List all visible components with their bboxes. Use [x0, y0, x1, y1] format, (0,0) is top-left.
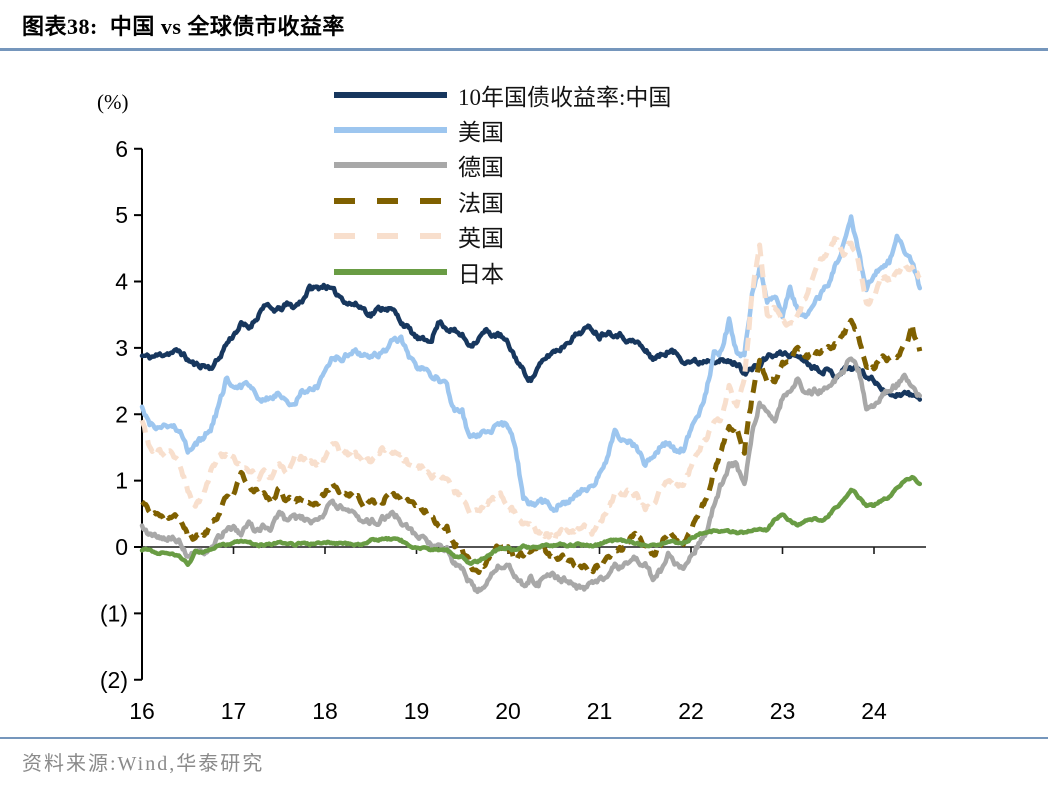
y-tick-label: 6 — [115, 136, 128, 162]
y-tick-label: (2) — [100, 667, 128, 693]
y-tick-label: 5 — [115, 202, 128, 228]
series-line-2 — [139, 214, 923, 513]
x-tick-label: 21 — [587, 698, 613, 724]
series-line-4 — [140, 317, 923, 575]
y-tick-label: 0 — [115, 534, 128, 560]
legend-item-2: 美国 — [334, 112, 671, 147]
title-rule — [0, 48, 1048, 51]
chart-legend: 10年国债收益率:中国 美国德国法国英国日本 — [334, 77, 671, 289]
legend-swatch-4 — [334, 197, 447, 204]
series-line-6 — [139, 474, 923, 568]
x-tick-label: 16 — [129, 698, 155, 724]
legend-label-2: 美国 — [458, 120, 504, 146]
x-tick-label: 19 — [404, 698, 430, 724]
y-tick-label: (1) — [100, 600, 128, 626]
y-tick-label: 4 — [115, 269, 128, 295]
legend-label-6: 日本 — [458, 261, 504, 287]
series-line-1 — [139, 282, 923, 402]
legend-item-4: 法国 — [334, 183, 671, 218]
x-tick-label: 22 — [678, 698, 704, 724]
figure-title: 图表38: 中国 vs 全球债市收益率 — [22, 14, 345, 39]
y-axis-unit-label: (%) — [97, 90, 129, 114]
legend-label-3: 德国 — [458, 155, 504, 181]
y-tick-label: 1 — [115, 468, 128, 494]
legend-swatch-2 — [334, 127, 447, 134]
legend-item-5: 英国 — [334, 219, 671, 254]
legend-swatch-3 — [334, 162, 447, 169]
legend-item-3: 德国 — [334, 148, 671, 183]
y-tick-label: 2 — [115, 401, 128, 427]
footer-rule — [0, 737, 1048, 739]
source-note: 资料来源:Wind,华泰研究 — [22, 753, 265, 775]
legend-label-5: 英国 — [458, 226, 504, 252]
x-tick-label: 23 — [770, 698, 796, 724]
legend-swatch-1 — [334, 91, 447, 98]
x-tick-label: 20 — [495, 698, 521, 724]
legend-item-6: 日本 — [334, 254, 671, 289]
legend-swatch-6 — [334, 268, 447, 275]
x-tick-label: 24 — [861, 698, 887, 724]
x-tick-label: 18 — [312, 698, 338, 724]
legend-label-4: 法国 — [458, 190, 504, 216]
legend-swatch-5 — [334, 233, 447, 240]
x-tick-label: 17 — [221, 698, 247, 724]
y-tick-label: 3 — [115, 335, 128, 361]
legend-item-1: 10年国债收益率:中国 — [334, 77, 671, 112]
series-line-5 — [139, 235, 922, 543]
series-line-3 — [139, 356, 923, 595]
legend-label-1: 10年国债收益率:中国 — [458, 84, 672, 110]
